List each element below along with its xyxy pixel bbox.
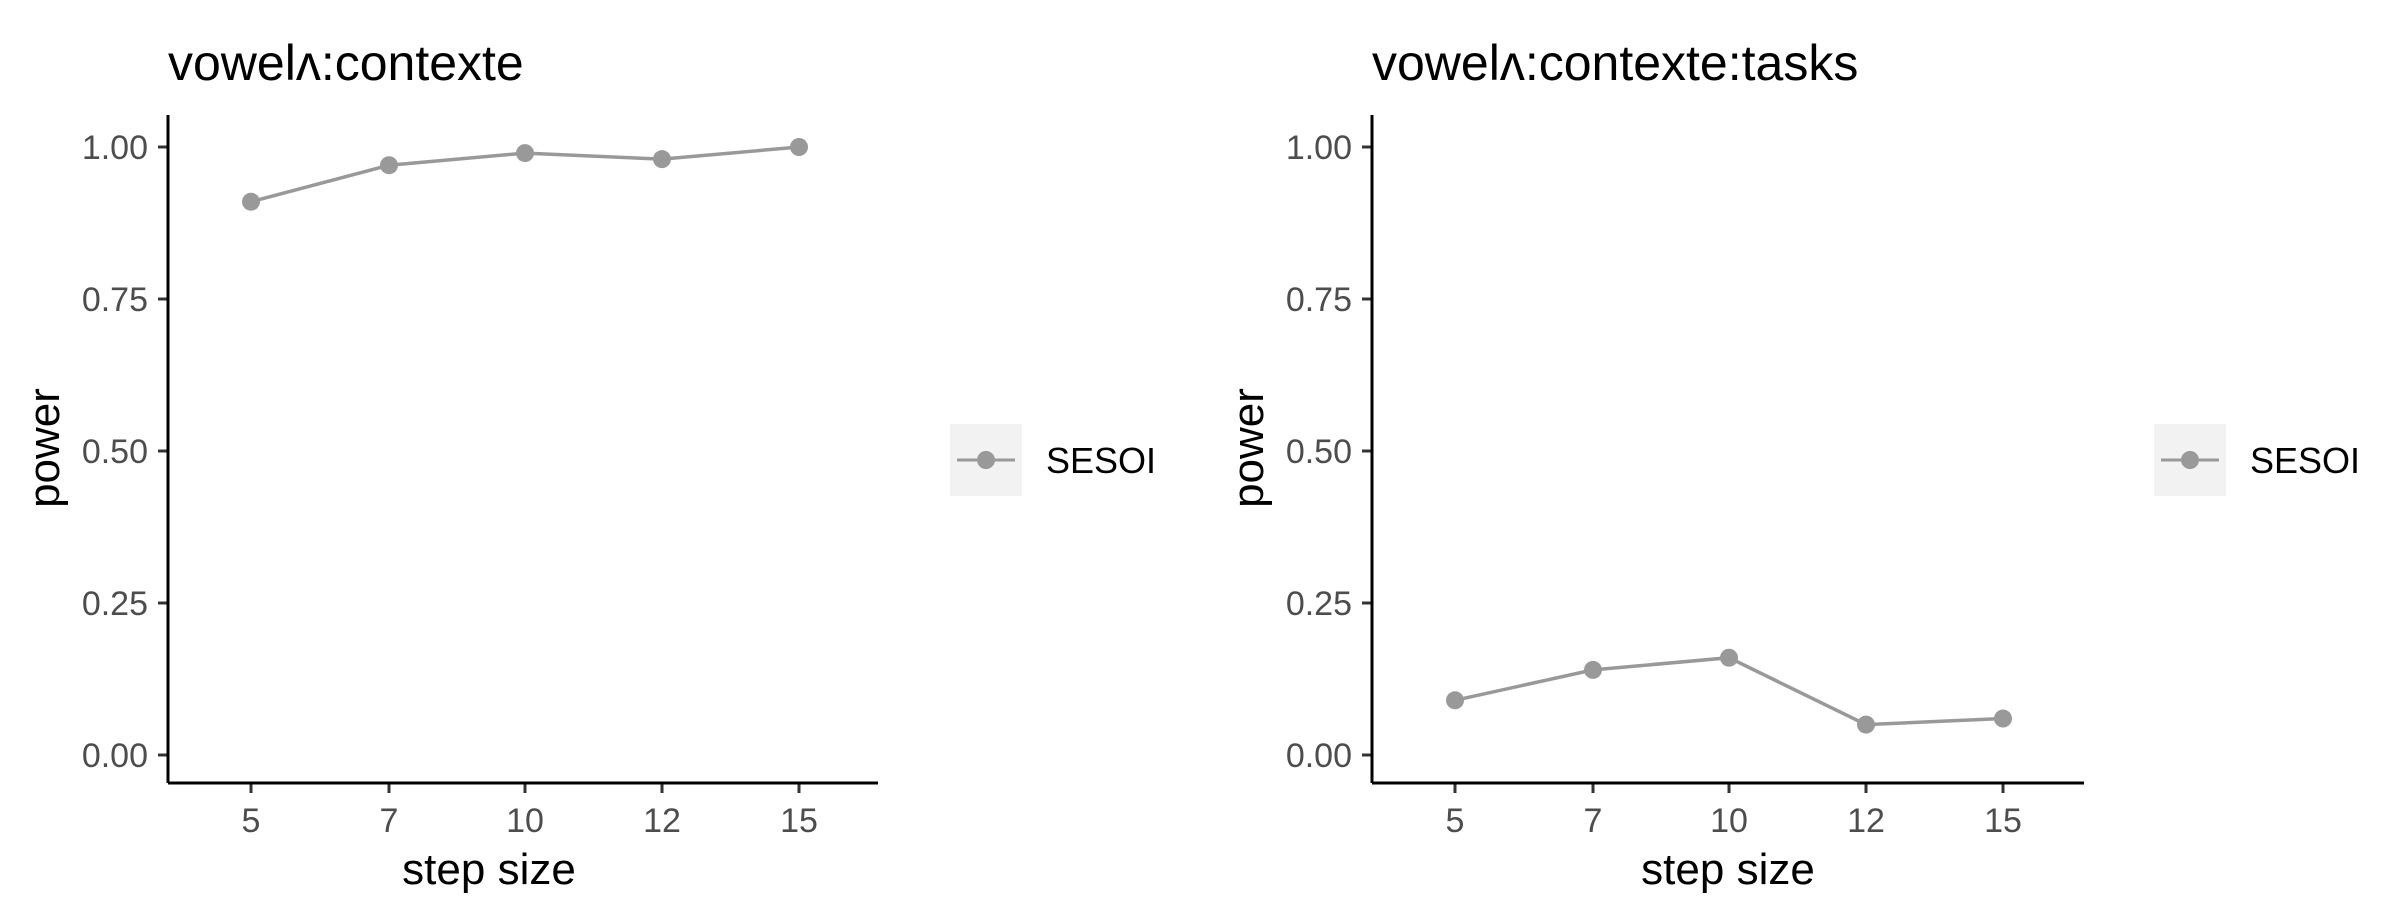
series-marks — [242, 138, 808, 211]
y-tick-label: 0.75 — [82, 281, 148, 319]
x-axis-ticks: 5 7 10 12 15 — [1446, 783, 2022, 840]
legend-label-sesoi: SESOI — [1046, 440, 1156, 481]
x-tick-label: 10 — [506, 802, 544, 840]
data-point — [1994, 709, 2012, 728]
series-line-sesoi — [1454, 655, 2004, 727]
chart-panel-left: vowelʌ:contexte power step size 0.00 0.25… — [20, 35, 1156, 894]
data-point — [516, 144, 534, 163]
x-tick-label: 15 — [780, 802, 818, 840]
x-axis-ticks: 5 7 10 12 15 — [242, 783, 818, 840]
data-point — [242, 192, 260, 211]
x-axis-title: step size — [402, 845, 576, 894]
data-point — [1857, 715, 1875, 734]
y-axis-ticks: 0.00 0.25 0.50 0.75 1.00 — [82, 129, 168, 775]
y-tick-label: 1.00 — [1286, 129, 1352, 167]
y-axis-title: power — [1224, 388, 1273, 508]
data-point — [380, 156, 398, 175]
data-point — [653, 150, 671, 169]
data-point — [1446, 691, 1464, 710]
x-tick-label: 7 — [1584, 802, 1603, 840]
y-tick-label: 0.50 — [82, 433, 148, 471]
chart-title: vowelʌ:contexte:tasks — [1372, 35, 1858, 91]
series-marks — [1446, 648, 2012, 734]
data-point — [1720, 648, 1738, 667]
x-tick-label: 10 — [1710, 802, 1748, 840]
legend-key-point — [2181, 451, 2199, 469]
y-tick-label: 1.00 — [82, 129, 148, 167]
y-tick-label: 0.25 — [82, 585, 148, 623]
chart-title: vowelʌ:contexte — [168, 35, 524, 91]
x-tick-label: 5 — [242, 802, 261, 840]
chart-panel-right: vowelʌ:contexte:tasks power step size 0.… — [1224, 35, 2360, 894]
y-axis-title: power — [20, 388, 69, 508]
x-tick-label: 15 — [1984, 802, 2022, 840]
y-axis-ticks: 0.00 0.25 0.50 0.75 1.00 — [1286, 129, 1372, 775]
x-tick-label: 12 — [1847, 802, 1885, 840]
y-tick-label: 0.00 — [82, 737, 148, 775]
x-tick-label: 5 — [1446, 802, 1465, 840]
x-axis-title: step size — [1641, 845, 1815, 894]
y-tick-label: 0.50 — [1286, 433, 1352, 471]
data-point — [790, 138, 808, 156]
y-tick-label: 0.75 — [1286, 281, 1352, 319]
data-point — [1584, 660, 1602, 679]
x-tick-label: 12 — [643, 802, 681, 840]
legend: SESOI — [2154, 424, 2360, 496]
y-tick-label: 0.00 — [1286, 737, 1352, 775]
legend-key-point — [977, 451, 995, 469]
legend: SESOI — [950, 424, 1156, 496]
y-tick-label: 0.25 — [1286, 585, 1352, 623]
legend-label-sesoi: SESOI — [2250, 440, 2360, 481]
x-tick-label: 7 — [380, 802, 399, 840]
